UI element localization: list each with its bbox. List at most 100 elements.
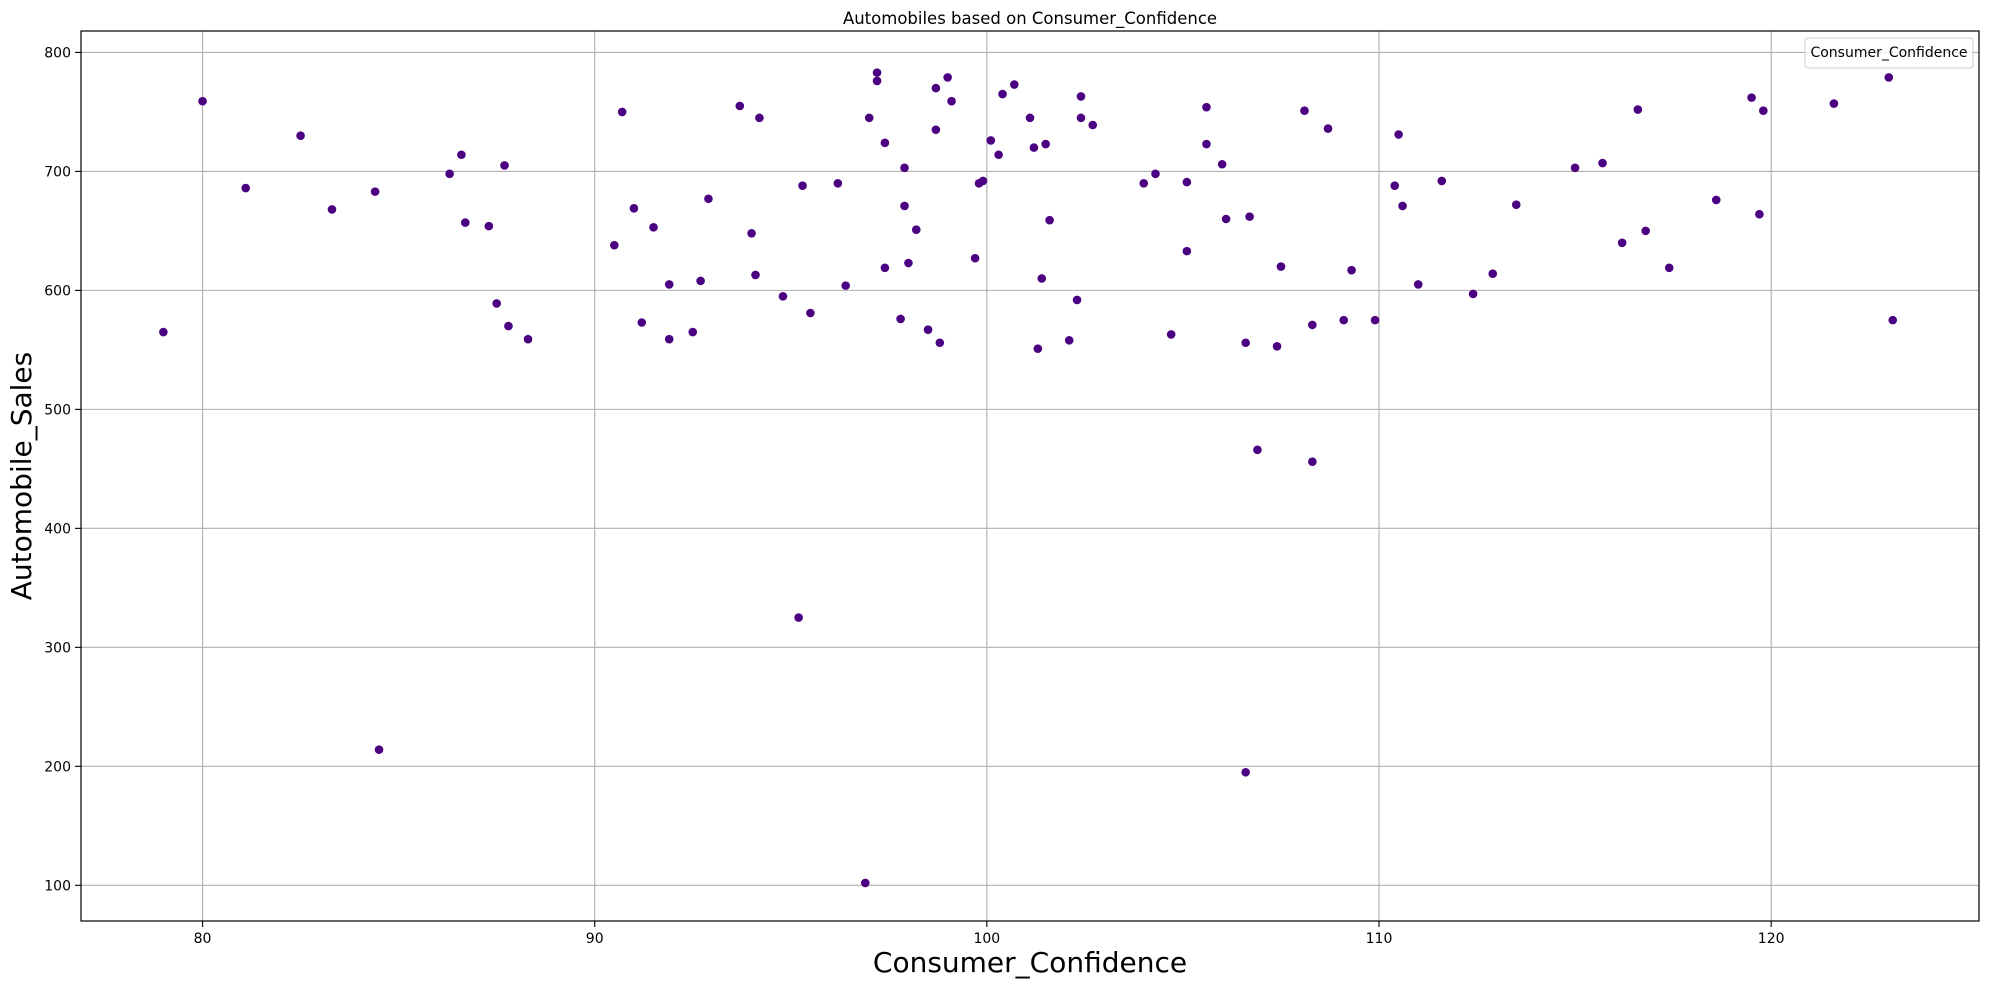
data-point bbox=[994, 150, 1003, 160]
data-point bbox=[1711, 195, 1721, 205]
data-point bbox=[1037, 274, 1047, 283]
data-point bbox=[900, 201, 909, 211]
data-point bbox=[461, 218, 470, 227]
data-point bbox=[880, 138, 890, 148]
data-point bbox=[978, 176, 988, 186]
data-point bbox=[500, 161, 509, 170]
y-tick-label: 400 bbox=[44, 521, 71, 537]
data-point bbox=[327, 205, 337, 214]
data-point bbox=[1041, 139, 1050, 149]
data-point bbox=[931, 125, 941, 135]
legend-box bbox=[1804, 37, 1974, 69]
x-tick-label: 120 bbox=[1758, 931, 1785, 947]
data-point bbox=[637, 318, 647, 327]
data-point bbox=[1300, 106, 1309, 116]
x-tick-label: 100 bbox=[973, 931, 1000, 947]
data-point bbox=[986, 136, 996, 145]
data-point bbox=[1202, 102, 1211, 112]
legend: Consumer_Confidence bbox=[1804, 37, 1974, 69]
data-point bbox=[617, 107, 627, 117]
data-point bbox=[900, 163, 909, 173]
data-point bbox=[1323, 124, 1333, 133]
data-point bbox=[1370, 315, 1380, 325]
data-point bbox=[1276, 262, 1286, 271]
data-point bbox=[688, 327, 698, 337]
data-point bbox=[872, 68, 882, 77]
data-point bbox=[1339, 315, 1349, 325]
data-point bbox=[841, 281, 850, 290]
data-point bbox=[970, 253, 980, 263]
data-point bbox=[1076, 113, 1086, 123]
data-point bbox=[1308, 320, 1317, 330]
data-point bbox=[911, 225, 921, 235]
data-point bbox=[1413, 280, 1423, 289]
data-point bbox=[1394, 130, 1403, 139]
data-point bbox=[1633, 105, 1643, 114]
data-point bbox=[1437, 176, 1447, 186]
x-tick-label: 80 bbox=[194, 931, 212, 947]
grid bbox=[81, 31, 1979, 921]
data-point bbox=[1010, 80, 1019, 89]
data-point bbox=[241, 183, 251, 193]
data-point bbox=[1511, 200, 1521, 210]
y-tick-label: 600 bbox=[44, 283, 71, 299]
data-point bbox=[492, 299, 501, 308]
data-point bbox=[370, 187, 380, 196]
data-point bbox=[1398, 201, 1407, 211]
data-point bbox=[484, 221, 494, 231]
data-point bbox=[374, 745, 384, 754]
data-point bbox=[806, 308, 815, 318]
data-point bbox=[1182, 177, 1192, 187]
data-point bbox=[1468, 289, 1478, 299]
data-point bbox=[664, 334, 674, 344]
data-point bbox=[747, 228, 756, 238]
data-point bbox=[947, 96, 956, 106]
data-point bbox=[1829, 99, 1839, 108]
data-point bbox=[1390, 181, 1399, 190]
x-tick-label: 110 bbox=[1366, 931, 1393, 947]
data-point bbox=[1488, 269, 1498, 279]
y-tick-label: 100 bbox=[44, 878, 71, 894]
data-point bbox=[1202, 139, 1211, 149]
data-point bbox=[904, 258, 913, 268]
data-point bbox=[1033, 344, 1043, 353]
data-point bbox=[923, 325, 933, 334]
data-point bbox=[794, 613, 803, 622]
data-point bbox=[1139, 178, 1149, 188]
data-point bbox=[864, 113, 874, 123]
y-tick-label: 500 bbox=[44, 402, 71, 418]
data-point bbox=[1045, 215, 1054, 225]
data-point bbox=[664, 280, 674, 289]
data-point bbox=[778, 292, 788, 301]
data-point bbox=[1598, 158, 1607, 168]
data-point bbox=[1072, 295, 1082, 305]
data-point bbox=[649, 223, 658, 232]
data-point bbox=[1755, 209, 1764, 219]
data-point bbox=[1221, 214, 1231, 224]
data-point bbox=[880, 263, 890, 273]
x-axis-label: Consumer_Confidence bbox=[873, 946, 1187, 979]
plot-frame bbox=[80, 30, 1980, 922]
data-point bbox=[1308, 457, 1317, 467]
data-point bbox=[704, 194, 713, 204]
data-point bbox=[1182, 246, 1192, 256]
data-point bbox=[1241, 767, 1250, 777]
y-tick-label: 700 bbox=[44, 164, 71, 180]
data-point bbox=[1888, 315, 1898, 325]
data-point bbox=[696, 276, 705, 286]
data-point bbox=[610, 240, 619, 250]
data-point bbox=[1088, 120, 1098, 130]
data-point bbox=[935, 338, 945, 348]
data-point bbox=[872, 76, 882, 86]
data-point bbox=[1664, 263, 1674, 273]
y-axis-label: Automobile_Sales bbox=[5, 352, 38, 601]
y-tick-label: 800 bbox=[44, 45, 71, 61]
data-point bbox=[1166, 330, 1176, 339]
data-point bbox=[931, 83, 941, 93]
data-point bbox=[159, 327, 168, 337]
data-point bbox=[296, 131, 305, 141]
data-point bbox=[198, 96, 207, 106]
y-tick-label: 200 bbox=[44, 759, 71, 775]
data-point bbox=[943, 73, 952, 82]
